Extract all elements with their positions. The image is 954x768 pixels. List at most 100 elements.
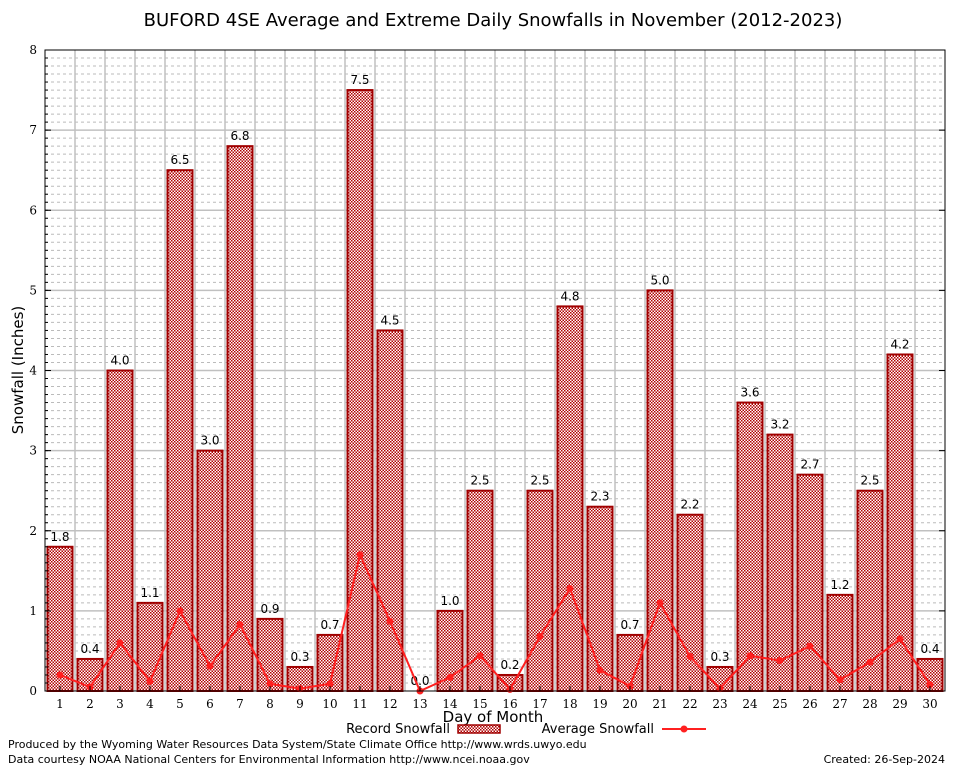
x-tick-label: 9 (296, 697, 304, 711)
average-point (806, 642, 814, 650)
average-point (776, 657, 784, 665)
average-point (566, 584, 574, 592)
y-axis-label: Snowfall (Inches) (9, 306, 27, 434)
x-tick-label: 17 (532, 697, 547, 711)
average-point (206, 662, 214, 670)
average-point (656, 599, 664, 607)
bar-value-label: 0.7 (620, 618, 639, 632)
average-point (56, 671, 64, 679)
average-point (386, 617, 394, 625)
bar-value-label: 2.5 (860, 474, 879, 488)
record-bar (766, 433, 794, 692)
x-axis-label: Day of Month (443, 708, 544, 726)
bar-value-label: 0.4 (80, 642, 99, 656)
x-tick-label: 28 (862, 697, 877, 711)
x-tick-label: 29 (892, 697, 907, 711)
average-line (59, 551, 931, 693)
average-point (476, 652, 484, 660)
chart-title: BUFORD 4SE Average and Extreme Daily Sno… (144, 10, 843, 31)
bar-value-label: 0.4 (920, 642, 939, 656)
x-tick-label: 20 (622, 697, 637, 711)
bar-value-label: 1.0 (440, 594, 459, 608)
bar-value-label: 1.1 (140, 586, 159, 600)
x-tick-label: 18 (562, 697, 577, 711)
bar-value-label: 7.5 (350, 73, 369, 87)
record-bar (226, 145, 254, 692)
x-tick-label: 22 (682, 697, 697, 711)
record-bar (166, 169, 194, 692)
bar-value-label: 2.5 (530, 474, 549, 488)
legend-record-swatch (457, 724, 501, 734)
y-tick-label: 4 (29, 364, 37, 378)
y-tick-label: 5 (29, 283, 37, 297)
record-bar (526, 489, 554, 692)
y-tick-label: 8 (29, 43, 37, 57)
average-point (536, 633, 544, 641)
x-tick-label: 4 (146, 697, 154, 711)
bar-value-label: 5.0 (650, 273, 669, 287)
x-tick-label: 16 (502, 697, 517, 711)
average-point (326, 680, 334, 688)
x-tick-label: 5 (176, 697, 184, 711)
record-bar (256, 617, 284, 693)
legend-record-label: Record Snowfall (346, 722, 450, 737)
x-tick-label: 3 (116, 697, 124, 711)
x-tick-label: 23 (712, 697, 727, 711)
x-tick-label: 15 (472, 697, 487, 711)
bar-value-label: 3.2 (770, 418, 789, 432)
y-tick-label: 2 (29, 524, 37, 538)
average-point (116, 639, 124, 647)
legend-average-marker (680, 725, 688, 733)
bar-value-label: 4.5 (380, 313, 399, 327)
average-point (596, 666, 604, 674)
record-bar (346, 89, 374, 692)
y-tick-label: 3 (29, 444, 37, 458)
record-bar (676, 513, 704, 692)
average-point (836, 676, 844, 684)
record-bar (796, 473, 824, 692)
record-bar (106, 369, 134, 692)
bar-value-label: 4.8 (560, 289, 579, 303)
record-bar (646, 289, 674, 692)
y-tick-label: 6 (29, 203, 37, 217)
bar-value-label: 4.0 (110, 354, 129, 368)
record-bar (736, 401, 764, 692)
bar-value-label: 0.3 (290, 650, 309, 664)
bar-value-label: 2.3 (590, 490, 609, 504)
bar-value-label: 0.3 (710, 650, 729, 664)
bar-value-label: 3.6 (740, 386, 759, 400)
x-tick-label: 1 (56, 697, 64, 711)
footer-courtesy: Data courtesy NOAA National Centers for … (8, 753, 530, 766)
bar-value-label: 6.8 (230, 129, 249, 143)
y-tick-label: 7 (29, 123, 37, 137)
average-point (176, 607, 184, 615)
average-point (746, 652, 754, 660)
x-tick-label: 6 (206, 697, 214, 711)
average-point (236, 620, 244, 628)
x-tick-label: 10 (322, 697, 337, 711)
bar-value-label: 1.8 (50, 530, 69, 544)
average-point (266, 680, 274, 688)
x-tick-label: 27 (832, 697, 847, 711)
bar-value-label: 6.5 (170, 153, 189, 167)
average-point (356, 551, 364, 559)
record-bar (586, 505, 614, 692)
average-point (896, 635, 904, 643)
y-tick-label: 1 (29, 604, 37, 618)
record-bar (856, 489, 884, 692)
footer-produced-by: Produced by the Wyoming Water Resources … (8, 738, 587, 751)
x-tick-label: 26 (802, 697, 817, 711)
footer-created: Created: 26-Sep-2024 (823, 753, 945, 766)
y-tick-label: 0 (29, 684, 37, 698)
record-bar (556, 305, 584, 692)
average-point (866, 658, 874, 666)
x-tick-label: 25 (772, 697, 787, 711)
x-tick-label: 21 (652, 697, 667, 711)
record-bar (46, 545, 74, 693)
legend-average-label: Average Snowfall (542, 722, 654, 737)
x-tick-label: 19 (592, 697, 607, 711)
x-tick-label: 24 (742, 697, 758, 711)
x-tick-label: 7 (236, 697, 244, 711)
